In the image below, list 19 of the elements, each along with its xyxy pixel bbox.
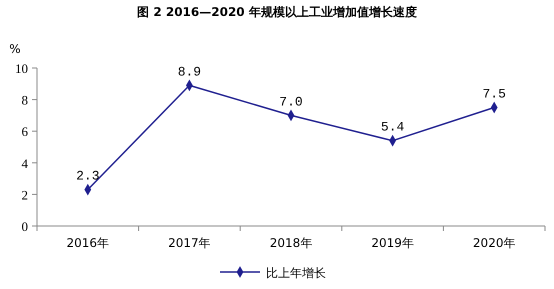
data-label: 2.3 [76,168,100,184]
data-label: 8.9 [178,64,202,80]
data-label: 7.0 [279,94,303,110]
y-axis-title: % [9,42,21,56]
data-label: 5.4 [380,120,404,135]
x-tick-label: 2016年 [66,236,110,250]
chart-title: 图 2 2016—2020 年规模以上工业增加值增长速度 [137,5,417,19]
data-label: 7.5 [482,86,506,102]
x-tick-label: 2017年 [168,236,211,250]
y-tick-label: 10 [15,61,28,76]
legend-label: 比上年增长 [266,266,326,280]
y-tick-label: 6 [22,124,28,140]
y-tick-label: 0 [22,219,28,234]
x-tick-label: 2019年 [371,236,414,250]
x-tick-label: 2020年 [472,236,516,250]
y-tick-label: 8 [22,92,28,108]
x-tick-label: 2018年 [270,236,312,250]
y-tick-label: 4 [22,156,28,171]
y-tick-label: 2 [22,187,28,202]
